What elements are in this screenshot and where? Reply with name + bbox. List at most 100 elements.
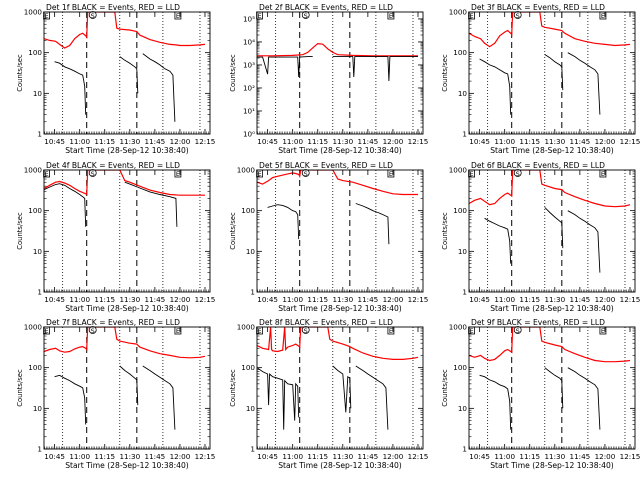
- series-events: [479, 374, 512, 430]
- panel-title: Det 3f BLACK = Events, RED = LLD: [471, 3, 605, 12]
- y-tick-label: 1000: [24, 8, 43, 17]
- series-events: [544, 367, 564, 409]
- x-tick-label: 11:45: [358, 452, 379, 461]
- marker-label: E: [258, 12, 262, 20]
- plot-frame: [43, 326, 211, 450]
- y-tick-label: 1000: [237, 166, 256, 175]
- x-tick-label: 11:15: [307, 452, 328, 461]
- y-tick-label: 1: [250, 288, 255, 297]
- y-tick-label: 100: [28, 48, 42, 57]
- x-tick-label: 12:15: [408, 295, 429, 304]
- x-tick-label: 10:45: [257, 137, 278, 146]
- marker-circle: [301, 326, 310, 334]
- x-tick-label: 12:00: [170, 295, 191, 304]
- series-events: [567, 367, 601, 430]
- x-tick-label: 12:15: [408, 137, 429, 146]
- marker-label: E: [470, 327, 474, 335]
- marker-label: S: [304, 12, 308, 20]
- y-tick-label: 10: [33, 247, 43, 256]
- series-events: [267, 204, 300, 240]
- y-tick-label: 1: [37, 288, 42, 297]
- y-tick-label: 100: [241, 363, 255, 372]
- y-axis-label: Counts/sec: [229, 369, 237, 407]
- series-events: [119, 56, 139, 94]
- y-tick-label: 10: [246, 404, 256, 413]
- x-tick-label: 12:15: [620, 452, 640, 461]
- x-tick-label: 11:15: [307, 295, 328, 304]
- series-events: [355, 203, 390, 245]
- panel-title: Det 9f BLACK = Events, RED = LLD: [471, 318, 605, 327]
- x-tick-label: 11:45: [570, 137, 591, 146]
- marker-label: E: [470, 12, 474, 20]
- x-tick-label: 11:45: [570, 452, 591, 461]
- plot-frame: [256, 326, 424, 450]
- series-events: [257, 56, 313, 78]
- y-tick-label: 10⁵: [243, 14, 255, 23]
- y-tick-label: 10⁴: [243, 37, 255, 46]
- x-tick-label: 12:00: [595, 137, 616, 146]
- plot-frame: [256, 169, 424, 293]
- series-events: [54, 61, 87, 115]
- plot-frame: [43, 11, 211, 135]
- panel-title: Det 7f BLACK = Events, RED = LLD: [46, 318, 180, 327]
- x-tick-label: 12:15: [620, 295, 640, 304]
- y-axis-label: Counts/sec: [441, 54, 449, 92]
- marker-label: S: [91, 170, 95, 178]
- x-tick-label: 11:45: [145, 137, 166, 146]
- x-tick-label: 10:45: [469, 295, 490, 304]
- x-tick-label: 12:15: [620, 137, 640, 146]
- x-tick-label: 12:15: [408, 452, 429, 461]
- marker-label: S: [516, 327, 520, 335]
- series-lld: [44, 12, 206, 49]
- x-tick-label: 11:00: [282, 452, 303, 461]
- series-events: [332, 56, 418, 82]
- x-tick-label: 11:45: [145, 295, 166, 304]
- series-lld: [469, 12, 631, 48]
- marker-label: S: [304, 170, 308, 178]
- y-tick-label: 1000: [449, 323, 468, 332]
- y-axis-label: Counts/sec: [229, 212, 237, 250]
- y-tick-label: 1000: [24, 166, 43, 175]
- series-lld: [257, 327, 419, 360]
- marker-circle: [513, 326, 522, 334]
- marker-label: E: [258, 170, 262, 178]
- y-tick-label: 1: [37, 130, 42, 139]
- marker-label: E: [45, 327, 49, 335]
- series-events: [54, 374, 87, 425]
- x-tick-label: 11:15: [519, 452, 540, 461]
- y-tick-label: 1: [462, 445, 467, 454]
- marker-label: E: [601, 327, 605, 335]
- marker-label: E: [45, 12, 49, 20]
- marker-label: S: [516, 170, 520, 178]
- x-tick-label: 11:30: [332, 452, 353, 461]
- marker-label: S: [516, 12, 520, 20]
- x-tick-label: 11:00: [69, 137, 90, 146]
- x-tick-label: 11:15: [94, 137, 115, 146]
- series-events: [479, 58, 512, 115]
- x-axis-label: Start Time (28-Sep-12 10:38:40): [65, 304, 189, 313]
- x-tick-label: 11:00: [282, 137, 303, 146]
- y-axis-label: Counts/sec: [441, 369, 449, 407]
- x-tick-label: 11:00: [282, 295, 303, 304]
- x-tick-label: 12:00: [383, 452, 404, 461]
- x-tick-label: 11:00: [494, 137, 515, 146]
- y-tick-label: 10: [33, 89, 43, 98]
- y-tick-label: 10¹: [243, 106, 255, 115]
- plot-frame: [256, 11, 424, 135]
- x-tick-label: 11:45: [358, 137, 379, 146]
- y-tick-label: 100: [453, 206, 467, 215]
- plot-frame: [43, 169, 211, 293]
- y-tick-label: 1: [37, 445, 42, 454]
- x-tick-label: 12:00: [383, 137, 404, 146]
- y-tick-label: 1000: [449, 166, 468, 175]
- marker-circle: [88, 169, 97, 177]
- x-tick-label: 11:00: [69, 295, 90, 304]
- series-events: [44, 183, 87, 227]
- x-tick-label: 12:00: [595, 452, 616, 461]
- y-tick-label: 100: [28, 206, 42, 215]
